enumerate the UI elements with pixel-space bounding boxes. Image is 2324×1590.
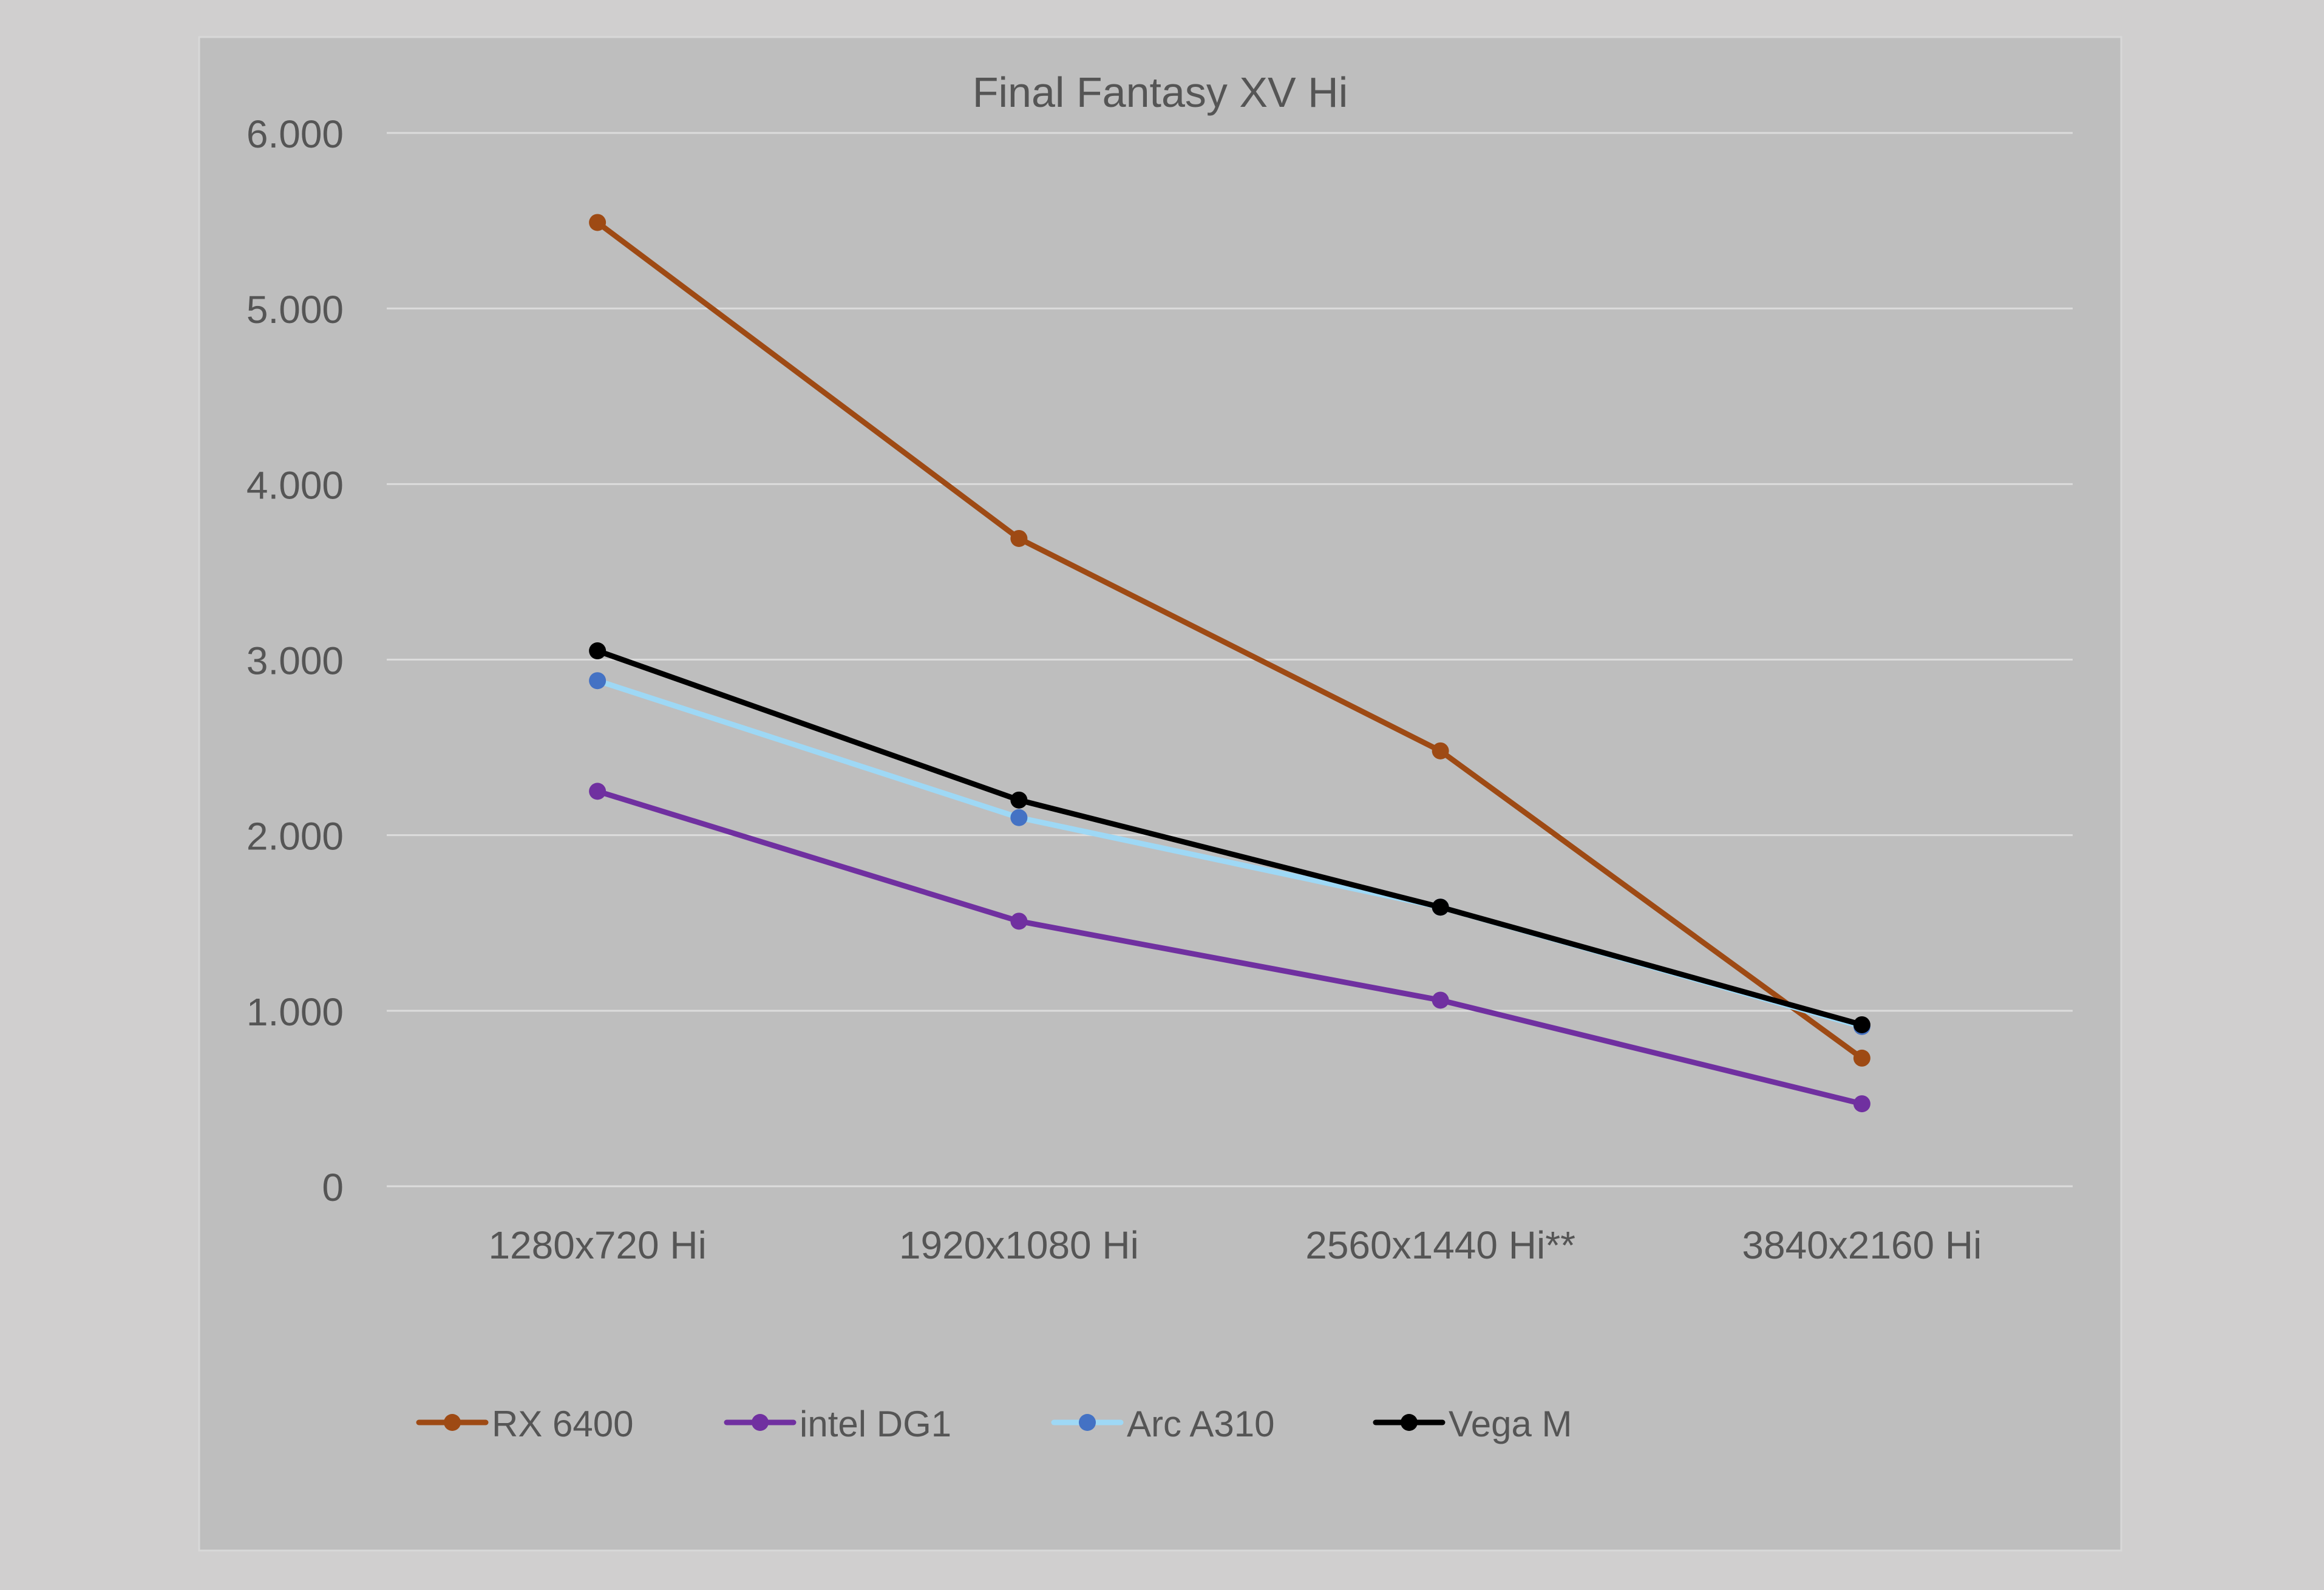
y-tick-label: 1.000 bbox=[246, 990, 344, 1034]
y-tick-label: 6.000 bbox=[246, 112, 344, 156]
legend-label: Arc A310 bbox=[1127, 1404, 1275, 1444]
data-point bbox=[1432, 899, 1449, 916]
legend-label: intel DG1 bbox=[800, 1404, 951, 1444]
x-tick-label: 2560x1440 Hi** bbox=[1305, 1223, 1575, 1267]
series-line bbox=[594, 219, 1865, 1061]
series-line bbox=[594, 648, 1865, 1028]
series-3 bbox=[589, 642, 1870, 1033]
data-point bbox=[589, 642, 606, 660]
x-tick-label: 1920x1080 Hi bbox=[899, 1223, 1139, 1267]
y-tick-label: 0 bbox=[322, 1166, 344, 1209]
data-point bbox=[1010, 529, 1028, 547]
data-point bbox=[1010, 912, 1028, 930]
y-axis-tick-labels: 0 1.000 2.000 3.000 4.000 5.000 6.000 bbox=[246, 112, 344, 1209]
data-point bbox=[1853, 1016, 1870, 1033]
data-point bbox=[1432, 742, 1449, 759]
legend-item: RX 6400 bbox=[416, 1404, 634, 1444]
legend-item: Vega M bbox=[1373, 1404, 1572, 1444]
data-point bbox=[1432, 991, 1449, 1009]
series-1 bbox=[589, 783, 1870, 1113]
y-tick-label: 2.000 bbox=[246, 815, 344, 858]
x-axis-tick-labels: 1280x720 Hi 1920x1080 Hi 2560x1440 Hi** 384… bbox=[488, 1223, 1982, 1267]
y-tick-label: 4.000 bbox=[246, 463, 344, 507]
y-tick-label: 3.000 bbox=[246, 639, 344, 683]
legend: RX 6400 intel DG1 Arc A310 Vega M bbox=[416, 1404, 1572, 1444]
data-point bbox=[1010, 809, 1028, 826]
data-point bbox=[1853, 1095, 1870, 1113]
legend-label: Vega M bbox=[1449, 1404, 1572, 1444]
legend-marker-swatch bbox=[444, 1414, 461, 1431]
data-point bbox=[1010, 791, 1028, 809]
chart-title: Final Fantasy XV Hi bbox=[973, 69, 1348, 116]
legend-marker-swatch bbox=[1079, 1414, 1096, 1431]
legend-item: Arc A310 bbox=[1051, 1404, 1275, 1444]
x-tick-label: 1280x720 Hi bbox=[488, 1223, 706, 1267]
series-0 bbox=[589, 214, 1870, 1067]
legend-marker-swatch bbox=[1401, 1414, 1418, 1431]
gridlines bbox=[387, 132, 2073, 1187]
data-point bbox=[589, 672, 606, 690]
legend-marker-swatch bbox=[752, 1414, 769, 1431]
data-point bbox=[1853, 1049, 1870, 1067]
legend-label: RX 6400 bbox=[492, 1404, 634, 1444]
data-point bbox=[589, 783, 606, 800]
data-point bbox=[589, 214, 606, 231]
x-tick-label: 3840x2160 Hi bbox=[1742, 1223, 1982, 1267]
legend-item: intel DG1 bbox=[724, 1404, 951, 1444]
y-tick-label: 5.000 bbox=[246, 288, 344, 331]
chart-area bbox=[198, 36, 2122, 1552]
series-lines bbox=[589, 214, 1870, 1113]
series-line bbox=[594, 788, 1865, 1107]
